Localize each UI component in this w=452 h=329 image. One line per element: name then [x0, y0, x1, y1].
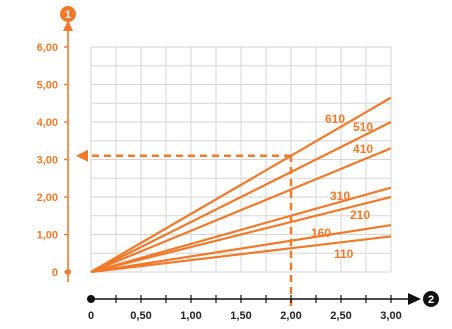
- x-tick-labels: 0 0,50 1,00 1,50 2,00 2,50 3,00: [88, 310, 402, 322]
- y-tick-label: 1,00: [37, 230, 58, 242]
- x-tick-label: 1,00: [180, 310, 201, 322]
- x-tick-label: 1,50: [230, 310, 251, 322]
- y-tick-labels: 0 1,00 2,00 3,00 4,00 5,00 6,00: [37, 42, 58, 279]
- x-tick-label: 2,00: [280, 310, 301, 322]
- series-label-310: 310: [330, 189, 350, 203]
- y-tick-label: 2,00: [37, 192, 58, 204]
- series-line-610: [90, 96, 392, 273]
- y-tick-label: 5,00: [37, 80, 58, 92]
- x-origin-dot: [87, 295, 95, 303]
- series-label-510: 510: [353, 120, 373, 134]
- series-label-410: 410: [353, 142, 373, 156]
- y-tick-label: 3,00: [37, 155, 58, 167]
- y-axis-marker-badge: [60, 6, 76, 22]
- y-tick-label: 6,00: [37, 42, 58, 54]
- x-axis-arrow: [408, 293, 421, 305]
- y-axis-marker-number: 1: [65, 9, 71, 21]
- y-tick-label: 0: [52, 267, 58, 279]
- y-tick-label: 4,00: [37, 117, 58, 129]
- x-tick-label: 3,00: [380, 310, 401, 322]
- reading-guide: [76, 149, 293, 306]
- y-axis-arrow: [63, 20, 73, 31]
- series-line-510: [90, 121, 392, 273]
- series-label-160: 160: [311, 226, 331, 240]
- series-line-410: [90, 147, 392, 274]
- x-tick-label: 2,50: [330, 310, 351, 322]
- series-line-310: [90, 186, 392, 274]
- axes: [63, 20, 421, 305]
- axis-markers: 12: [60, 6, 439, 307]
- x-tick-label: 0: [88, 310, 94, 322]
- guide-arrowhead: [76, 149, 88, 162]
- series-line-160: [90, 224, 392, 274]
- x-tick-label: 0,50: [130, 310, 151, 322]
- series-label-110: 110: [334, 247, 354, 261]
- x-axis-marker-badge: [423, 291, 439, 307]
- series-line-210: [90, 195, 392, 274]
- series-label-610: 610: [325, 112, 345, 126]
- series-label-210: 210: [350, 208, 370, 222]
- grid: [90, 46, 392, 273]
- x-axis-marker-number: 2: [428, 294, 434, 306]
- y-origin-dot: [65, 269, 71, 275]
- series-line-110: [90, 235, 392, 274]
- series-lines: [90, 96, 392, 274]
